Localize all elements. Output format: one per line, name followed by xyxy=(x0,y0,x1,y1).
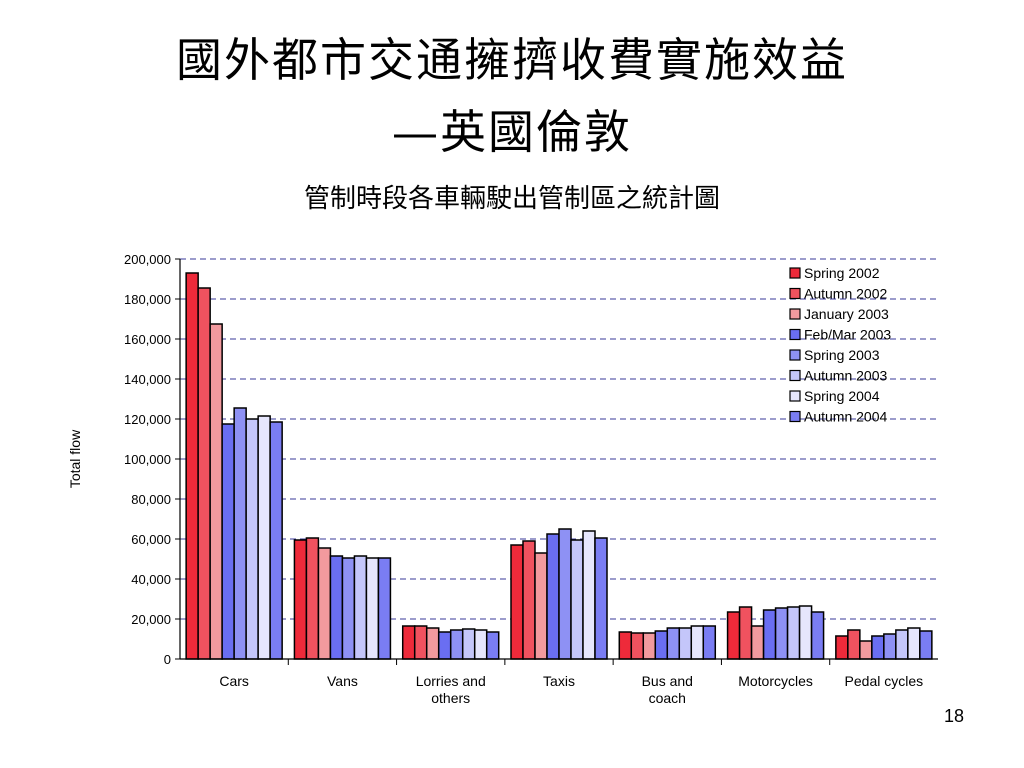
x-tick-label: coach xyxy=(649,690,686,706)
bar xyxy=(570,539,584,660)
legend-swatch xyxy=(789,267,801,279)
bar xyxy=(317,547,332,660)
bar xyxy=(329,555,344,660)
x-tick-label: others xyxy=(431,690,470,706)
y-tick-label: 140,000 xyxy=(124,372,171,387)
bar xyxy=(473,629,488,660)
bar xyxy=(558,528,572,660)
bar xyxy=(449,629,464,660)
y-tick-label: 40,000 xyxy=(131,572,171,587)
bar xyxy=(847,629,861,660)
bar xyxy=(738,606,753,660)
y-tick-label: 60,000 xyxy=(131,532,171,547)
bar xyxy=(485,631,500,660)
y-tick-label: 0 xyxy=(164,652,171,667)
bar xyxy=(185,272,199,660)
bar xyxy=(859,640,873,660)
bar xyxy=(642,632,657,660)
bar xyxy=(594,537,608,660)
bar xyxy=(534,552,548,660)
bar xyxy=(871,635,885,660)
bar xyxy=(883,633,897,660)
legend-swatch xyxy=(789,308,801,320)
bar xyxy=(630,632,645,660)
y-tick-label: 120,000 xyxy=(124,412,171,427)
bar xyxy=(907,627,921,660)
legend-swatch xyxy=(789,369,801,382)
legend-label: Spring 2002 xyxy=(804,265,880,281)
slide-title-line2: —英國倫敦 xyxy=(392,105,632,159)
bar xyxy=(690,625,705,660)
legend-swatch xyxy=(789,349,801,361)
bar xyxy=(835,635,849,660)
bar xyxy=(895,629,909,660)
bar xyxy=(546,533,560,660)
legend-swatch xyxy=(789,287,801,300)
legend-label: Autumn 2004 xyxy=(804,409,887,425)
legend-label: Feb/Mar 2003 xyxy=(804,327,891,343)
bar xyxy=(618,631,633,660)
bar xyxy=(786,606,801,660)
bar xyxy=(919,630,933,660)
legend-swatch xyxy=(789,410,801,423)
bar xyxy=(209,323,223,660)
bar xyxy=(461,628,476,660)
y-tick-label: 100,000 xyxy=(124,452,171,467)
legend-label: January 2003 xyxy=(804,306,889,322)
bar xyxy=(377,557,392,660)
bar xyxy=(678,627,693,660)
bar xyxy=(762,609,777,660)
bar xyxy=(810,611,825,660)
legend-label: Spring 2004 xyxy=(804,388,880,404)
bar xyxy=(666,627,681,660)
x-tick-label: Bus and xyxy=(642,673,693,689)
bar xyxy=(341,557,356,660)
bar xyxy=(245,418,259,660)
bar xyxy=(413,625,428,660)
slide-title-line1: 國外都市交通擁擠收費實施效益 xyxy=(176,33,848,87)
bar xyxy=(401,625,416,660)
x-tick-label: Motorcycles xyxy=(738,673,813,689)
y-tick-label: 200,000 xyxy=(124,252,171,267)
bar xyxy=(726,611,741,660)
legend-swatch xyxy=(789,328,801,341)
bar xyxy=(257,415,271,660)
bar xyxy=(750,625,765,660)
bar xyxy=(353,555,368,660)
chart-subtitle: 管制時段各車輛駛出管制區之統計圖 xyxy=(303,184,720,214)
legend-label: Autumn 2003 xyxy=(804,368,887,384)
x-tick-label: Cars xyxy=(219,673,249,689)
bar xyxy=(510,544,524,660)
legend-swatch xyxy=(789,390,801,402)
x-tick-label: Lorries and xyxy=(416,673,486,689)
bar xyxy=(582,530,596,660)
x-tick-label: Vans xyxy=(327,673,358,689)
bar xyxy=(305,537,320,660)
y-axis-label: Total flow xyxy=(67,429,83,488)
bar xyxy=(197,287,211,660)
x-tick-label: Pedal cycles xyxy=(845,673,924,689)
bar xyxy=(221,423,235,660)
bar xyxy=(425,627,440,660)
x-tick-label: Taxis xyxy=(543,673,575,689)
y-tick-label: 160,000 xyxy=(124,332,171,347)
y-tick-label: 180,000 xyxy=(124,292,171,307)
bar xyxy=(702,625,717,660)
page-number: 18 xyxy=(943,706,965,726)
bar xyxy=(774,607,789,660)
bar xyxy=(365,557,380,660)
bar xyxy=(293,539,308,660)
bar xyxy=(522,540,536,660)
legend-label: Spring 2003 xyxy=(804,347,880,363)
y-tick-label: 20,000 xyxy=(131,612,171,627)
bar xyxy=(437,631,452,660)
bar xyxy=(269,421,283,660)
y-tick-label: 80,000 xyxy=(131,492,171,507)
bar xyxy=(654,630,669,660)
bar xyxy=(233,407,247,660)
legend-label: Autumn 2002 xyxy=(804,286,887,302)
bar xyxy=(798,605,813,660)
